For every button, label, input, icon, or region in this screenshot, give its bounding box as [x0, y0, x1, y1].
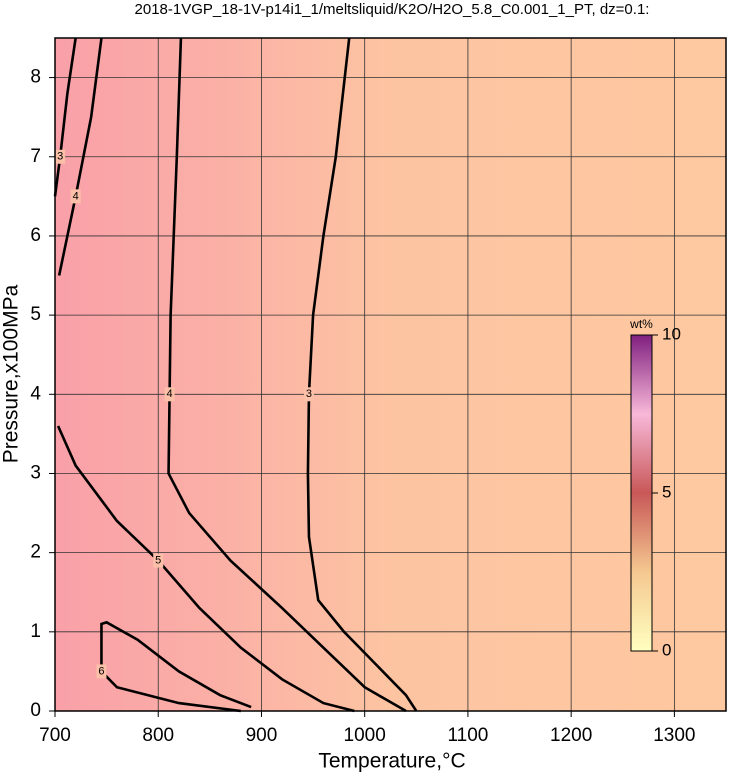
x-tick-label: 700 [39, 725, 71, 746]
colorbar [630, 334, 653, 652]
contour-label: 6 [98, 665, 104, 677]
y-tick-label: 2 [30, 542, 41, 563]
colorbar-tick-label: 0 [662, 640, 671, 659]
contour-line [100, 620, 252, 713]
colorbar-tick-label: 10 [662, 324, 681, 343]
x-axis-label: Temperature,°C [318, 750, 465, 773]
colorbar-tick-label: 5 [662, 482, 671, 501]
y-tick-label: 7 [30, 146, 41, 167]
y-tick-label: 8 [30, 67, 41, 88]
y-tick-label: 4 [30, 383, 41, 404]
x-tick-label: 900 [246, 725, 278, 746]
plot-background [55, 38, 726, 711]
x-tick-label: 1300 [653, 725, 695, 746]
contour-label-bg [96, 664, 107, 679]
contour-label: 3 [306, 388, 312, 400]
y-tick-label: 1 [30, 621, 41, 642]
y-axis-label: Pressure,x100MPa [0, 284, 23, 463]
contour-line [306, 37, 418, 712]
y-tick-label: 6 [30, 225, 41, 246]
y-tick-label: 3 [30, 462, 41, 483]
chart-title: 2018-1VGP_18-1V-p14i1_1/meltsliquid/K2O/… [135, 1, 650, 18]
contour-label-bg [153, 553, 164, 568]
contour-line [57, 37, 103, 276]
plot-frame [54, 37, 727, 712]
contour-label: 3 [57, 151, 63, 163]
contour-line [56, 425, 355, 713]
contour-line [53, 37, 77, 197]
contour-line [167, 37, 407, 713]
x-tick-label: 800 [142, 725, 174, 746]
contour-label-bg [55, 149, 66, 164]
y-tick-label: 5 [30, 304, 41, 325]
contour-label-bg [70, 189, 81, 204]
contour-label-bg [164, 387, 175, 402]
y-tick-label: 0 [30, 700, 41, 721]
contour-label: 4 [73, 190, 79, 202]
contour-label-bg [303, 387, 314, 402]
contour-label: 4 [167, 388, 173, 400]
x-tick-label: 1000 [344, 725, 386, 746]
contour-label: 5 [155, 554, 161, 566]
x-tick-label: 1100 [447, 725, 488, 746]
colorbar-label: wt% [629, 317, 653, 331]
x-tick-label: 1200 [550, 725, 592, 746]
